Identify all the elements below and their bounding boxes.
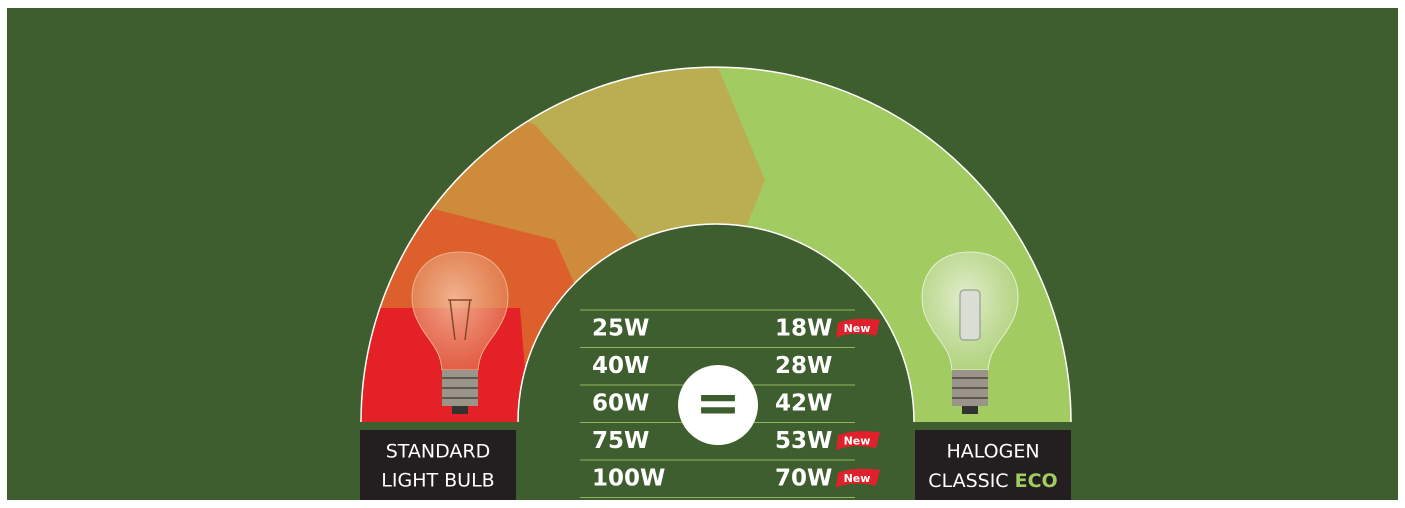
new-badge-text: New bbox=[844, 322, 871, 335]
halogen-watt: 53W bbox=[775, 428, 832, 454]
new-badge-text: New bbox=[844, 472, 871, 485]
halogen-watt: 28W bbox=[775, 353, 832, 379]
new-badge-text: New bbox=[844, 434, 871, 447]
equals-sign: = bbox=[695, 372, 740, 435]
left-label-line: LIGHT BULB bbox=[381, 470, 494, 492]
standard-watt: 25W bbox=[592, 315, 649, 341]
halogen-watt: 42W bbox=[775, 390, 832, 416]
eco-highlight: ECO bbox=[1015, 470, 1058, 492]
right-label-line: CLASSIC ECO bbox=[928, 470, 1057, 492]
standard-watt: 40W bbox=[592, 353, 649, 379]
right-label-text: CLASSIC bbox=[928, 470, 1008, 492]
halogen-watt: 70W bbox=[775, 465, 832, 491]
standard-watt: 100W bbox=[592, 465, 665, 491]
infographic: STANDARD LIGHT BULB HALOGEN CLASSIC ECO … bbox=[0, 0, 1405, 508]
left-label-line: STANDARD bbox=[386, 441, 491, 463]
standard-watt: 75W bbox=[592, 428, 649, 454]
right-label-line: HALOGEN bbox=[946, 441, 1039, 463]
halogen-watt: 18W bbox=[775, 315, 832, 341]
standard-watt: 60W bbox=[592, 390, 649, 416]
